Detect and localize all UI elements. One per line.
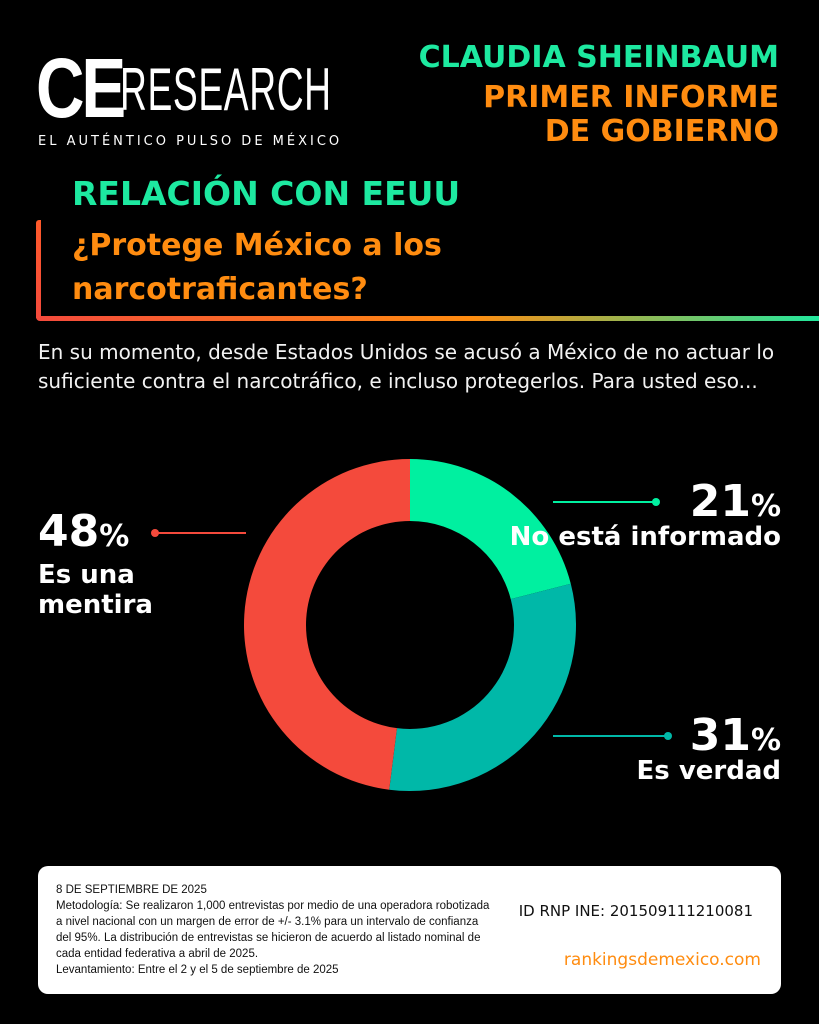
slice-label-verdad: Es verdad <box>636 756 781 786</box>
data-label-mentira: 48% <box>38 506 130 557</box>
donut-slice-2 <box>243 459 410 790</box>
header-subtitle-1: PRIMER INFORME <box>483 80 779 115</box>
section-title: RELACIÓN CON EEUU <box>72 174 461 213</box>
data-label-verdad: 31% <box>689 710 781 761</box>
website-link[interactable]: rankingsdemexico.com <box>563 950 761 970</box>
survey-date: 8 DE SEPTIEMBRE DE 2025 <box>56 884 207 896</box>
logo-research: RESEARCH <box>120 56 332 123</box>
donut-slice-1 <box>389 583 576 791</box>
leader-dot-verdad <box>664 732 672 740</box>
question: ¿Protege México a los narcotraficantes? <box>72 228 442 307</box>
header-subtitle-2: DE GOBIERNO <box>544 114 779 149</box>
donut-slice-0 <box>410 459 571 600</box>
accent-bar <box>36 220 41 318</box>
registry-id: ID RNP INE: 201509111210081 <box>518 902 753 920</box>
footer-card: 8 DE SEPTIEMBRE DE 2025 Metodología: Se … <box>38 866 781 994</box>
logo-ce: CE <box>36 41 126 135</box>
leader-dot-no-informado <box>652 498 660 506</box>
header-title: CLAUDIA SHEINBAUM <box>418 40 779 75</box>
fieldwork-dates: Levantamiento: Entre el 2 y el 5 de sept… <box>56 964 339 976</box>
intro-text: En su momento, desde Estados Unidos se a… <box>38 340 775 393</box>
leader-dot-mentira <box>151 529 159 537</box>
methodology-block: 8 DE SEPTIEMBRE DE 2025 Metodología: Se … <box>56 882 496 978</box>
accent-line <box>36 316 819 321</box>
slice-label-mentira: Es una mentira <box>38 560 153 620</box>
logo-tagline: EL AUTÉNTICO PULSO DE MÉXICO <box>38 134 343 149</box>
slice-label-no-informado: No está informado <box>509 522 781 552</box>
methodology-text: Metodología: Se realizaron 1,000 entrevi… <box>56 900 490 960</box>
data-label-no-informado: 21% <box>689 476 781 527</box>
